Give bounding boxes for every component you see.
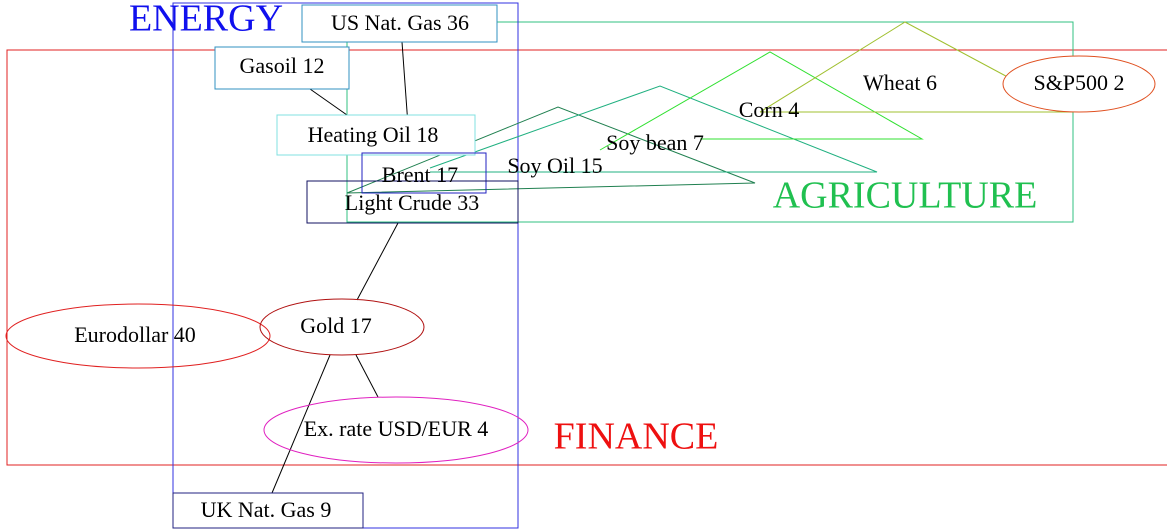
node-ellipse bbox=[5, 303, 271, 369]
node-label: Gasoil 12 bbox=[240, 53, 325, 78]
edge bbox=[309, 88, 348, 116]
node-label: Heating Oil 18 bbox=[308, 122, 439, 147]
edge bbox=[355, 354, 379, 398]
edge bbox=[429, 85, 878, 173]
node-box bbox=[276, 114, 476, 156]
node-label: Soy Oil 15 bbox=[507, 153, 602, 178]
node-ellipse bbox=[259, 298, 425, 356]
cluster-label: FINANCE bbox=[554, 416, 719, 458]
node-label: Corn 4 bbox=[739, 97, 800, 122]
node-ellipse bbox=[1002, 55, 1156, 113]
node-box bbox=[214, 46, 350, 90]
node-ellipse bbox=[263, 396, 529, 464]
edge bbox=[356, 222, 399, 301]
cluster-label: ENERGY bbox=[129, 0, 283, 40]
node-label: Ex. rate USD/EUR 4 bbox=[304, 416, 489, 441]
node-label: UK Nat. Gas 9 bbox=[201, 497, 332, 522]
edge bbox=[599, 51, 924, 151]
cluster-label: AGRICULTURE bbox=[773, 175, 1038, 217]
finance-cluster bbox=[6, 49, 1167, 466]
node-label: Wheat 6 bbox=[863, 70, 937, 95]
node-box bbox=[172, 492, 364, 529]
edge bbox=[759, 21, 1074, 113]
node-box bbox=[361, 152, 487, 194]
node-box bbox=[306, 180, 519, 224]
node-label: Soy bean 7 bbox=[606, 130, 704, 155]
node-label: Eurodollar 40 bbox=[74, 322, 196, 347]
node-box bbox=[301, 4, 498, 43]
node-label: Brent 17 bbox=[382, 162, 458, 187]
edge bbox=[271, 354, 331, 494]
node-label: Light Crude 33 bbox=[345, 190, 479, 215]
node-label: US Nat. Gas 36 bbox=[331, 10, 469, 35]
node-label: Gold 17 bbox=[300, 313, 372, 338]
node-label: S&P500 2 bbox=[1033, 70, 1124, 95]
